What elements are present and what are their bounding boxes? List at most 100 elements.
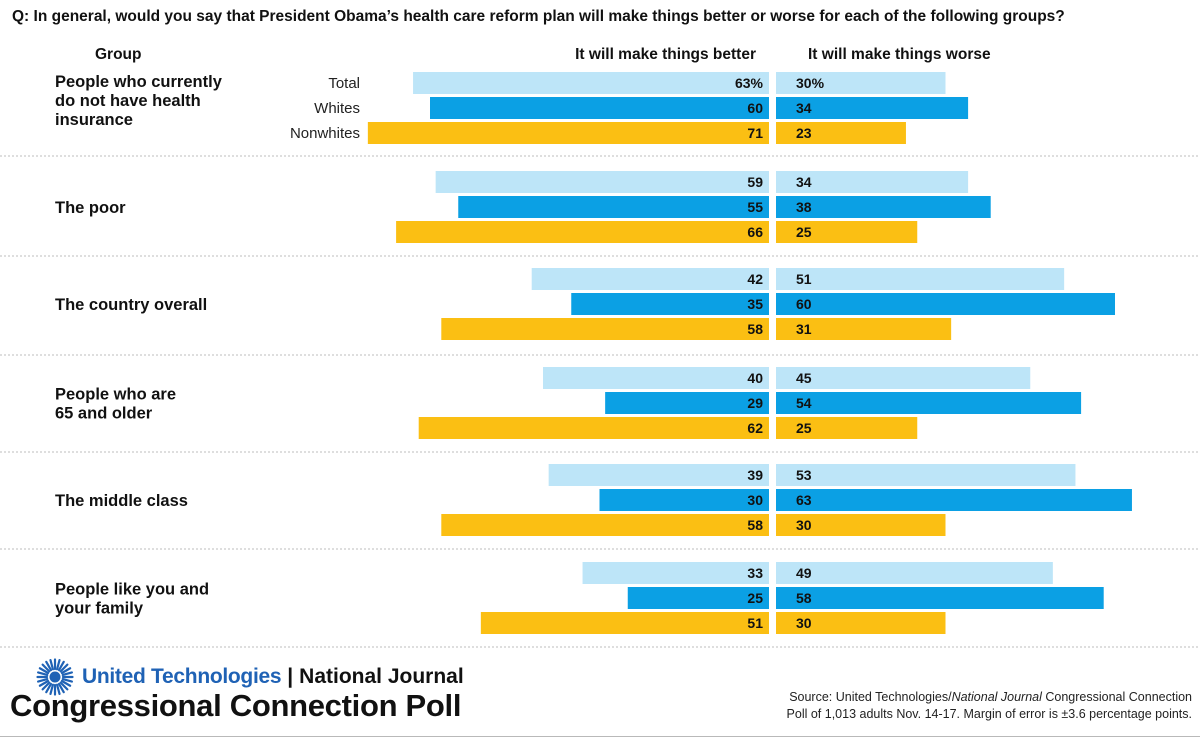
better-bar (413, 72, 769, 94)
worse-column-header: It will make things worse (808, 46, 991, 63)
united-technologies-logo-icon (36, 658, 74, 696)
group-label-line: People who are (55, 386, 176, 404)
better-bar (582, 562, 769, 584)
subgroup-label: Whites (314, 100, 360, 117)
worse-value-label: 25 (796, 224, 812, 240)
group-label-line: insurance (55, 111, 133, 129)
worse-bar (776, 268, 1065, 290)
better-bar (367, 122, 769, 144)
better-value-label: 62 (747, 420, 763, 436)
better-value-label: 42 (747, 271, 763, 287)
better-bar (627, 587, 769, 609)
worse-bar (776, 489, 1132, 511)
group-label-line: The poor (55, 199, 126, 217)
better-column-header: It will make things better (575, 46, 756, 63)
better-value-label: 63% (735, 75, 764, 91)
worse-value-label: 53 (796, 467, 812, 483)
better-value-label: 55 (747, 199, 763, 215)
worse-bar (776, 367, 1031, 389)
sponsor-logo-row: United Technologies | National Journal (36, 658, 464, 696)
better-bar (531, 268, 769, 290)
better-value-label: 66 (747, 224, 763, 240)
worse-bar (776, 587, 1104, 609)
better-bar (599, 489, 769, 511)
better-bar (548, 464, 769, 486)
bottom-divider (0, 736, 1200, 737)
worse-bar (776, 318, 952, 340)
better-bar (480, 612, 769, 634)
source-prefix: Source: United Technologies/ (789, 690, 952, 704)
worse-bar (776, 612, 946, 634)
worse-bar (776, 72, 946, 94)
worse-value-label: 54 (796, 395, 812, 411)
worse-value-label: 38 (796, 199, 812, 215)
source-line2: Poll of 1,013 adults Nov. 14-17. Margin … (786, 707, 1192, 721)
group-label-line: your family (55, 600, 144, 618)
worse-value-label: 25 (796, 420, 812, 436)
worse-bar (776, 122, 906, 144)
better-value-label: 71 (747, 125, 763, 141)
worse-value-label: 58 (796, 590, 812, 606)
diverging-bar-chart: Group It will make things better It will… (0, 46, 1200, 648)
question-text: Q: In general, would you say that Presid… (12, 8, 1065, 25)
better-value-label: 30 (747, 492, 763, 508)
better-bar (430, 97, 769, 119)
worse-value-label: 31 (796, 321, 812, 337)
source-italic: National Journal (951, 690, 1042, 704)
better-bar (605, 392, 769, 414)
group-label-line: 65 and older (55, 405, 153, 423)
better-bar (543, 367, 769, 389)
group-label-line: People like you and (55, 581, 209, 599)
better-bar (435, 171, 769, 193)
better-value-label: 40 (747, 370, 763, 386)
better-bar (441, 318, 769, 340)
worse-bar (776, 464, 1076, 486)
worse-value-label: 63 (796, 492, 812, 508)
better-value-label: 58 (747, 517, 763, 533)
better-bar (418, 417, 769, 439)
group-label-line: The country overall (55, 296, 207, 314)
better-value-label: 58 (747, 321, 763, 337)
worse-bar (776, 171, 969, 193)
worse-value-label: 60 (796, 296, 812, 312)
better-value-label: 60 (747, 100, 763, 116)
source-line1-rest: Congressional Connection (1041, 690, 1192, 704)
worse-bar (776, 417, 918, 439)
better-value-label: 25 (747, 590, 763, 606)
worse-bar (776, 221, 918, 243)
worse-bar (776, 392, 1082, 414)
better-value-label: 35 (747, 296, 763, 312)
better-bar (441, 514, 769, 536)
better-value-label: 51 (747, 615, 763, 631)
poll-title: Congressional Connection Poll (10, 688, 462, 723)
worse-bar (776, 562, 1053, 584)
group-column-header: Group (95, 46, 142, 63)
worse-value-label: 34 (796, 100, 812, 116)
worse-bar (776, 514, 946, 536)
better-bar (396, 221, 769, 243)
better-value-label: 33 (747, 565, 763, 581)
group-label-line: People who currently (55, 73, 223, 91)
worse-value-label: 30 (796, 615, 812, 631)
worse-value-label: 30% (796, 75, 825, 91)
worse-bar (776, 196, 991, 218)
better-value-label: 29 (747, 395, 763, 411)
subgroup-label: Nonwhites (290, 125, 360, 142)
sponsor-separator: | (287, 665, 294, 688)
source-note: Source: United Technologies/National Jou… (672, 689, 1192, 723)
group-label-line: do not have health (55, 92, 201, 110)
worse-bar (776, 293, 1115, 315)
sponsor-name: United Technologies (82, 665, 282, 688)
group-label-line: The middle class (55, 492, 188, 510)
worse-value-label: 23 (796, 125, 812, 141)
partner-name: National Journal (299, 665, 464, 688)
worse-value-label: 30 (796, 517, 812, 533)
worse-bar (776, 97, 969, 119)
subgroup-label: Total (328, 75, 360, 92)
better-value-label: 39 (747, 467, 763, 483)
better-bar (571, 293, 769, 315)
worse-value-label: 34 (796, 174, 812, 190)
worse-value-label: 51 (796, 271, 812, 287)
worse-value-label: 45 (796, 370, 812, 386)
better-value-label: 59 (747, 174, 763, 190)
